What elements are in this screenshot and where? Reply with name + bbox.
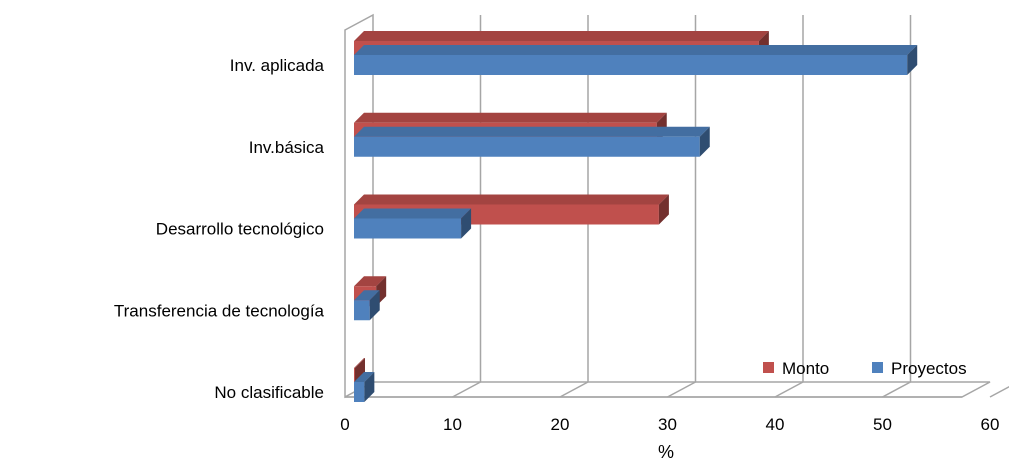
category-label-desarrollo-tecnologico: Desarrollo tecnológico bbox=[156, 220, 324, 239]
floor-gridline-10 bbox=[452, 381, 481, 398]
bar-front-face bbox=[354, 300, 370, 321]
gridlines bbox=[452, 15, 1009, 398]
bar-side-face bbox=[461, 208, 472, 239]
bar-top-face bbox=[354, 372, 375, 382]
x-axis-title: % bbox=[658, 442, 674, 462]
legend: Monto Proyectos bbox=[763, 359, 967, 378]
legend-label-monto: Monto bbox=[782, 359, 829, 378]
bar-side-face bbox=[364, 372, 375, 402]
bar-front-face bbox=[354, 218, 462, 239]
category-label-inv-aplicada: Inv. aplicada bbox=[230, 56, 325, 75]
bar-proyectos-desarrollo-tecnologico bbox=[354, 208, 472, 239]
x-tick-label: 50 bbox=[873, 415, 892, 434]
x-tick-label: 60 bbox=[981, 415, 1000, 434]
bar-top-face bbox=[354, 290, 380, 301]
bar-side-face bbox=[907, 45, 918, 75]
floor bbox=[344, 381, 991, 398]
legend-label-proyectos: Proyectos bbox=[891, 359, 967, 378]
category-labels: Inv. aplicada Inv.básica Desarrollo tecnol… bbox=[114, 56, 325, 402]
floor-gridline-60 bbox=[989, 385, 1009, 398]
bar-proyectos-inv-basica bbox=[354, 126, 710, 157]
floor-gridline-20 bbox=[559, 381, 589, 398]
legend-swatch-proyectos bbox=[872, 362, 883, 373]
bar-top-face bbox=[354, 208, 472, 219]
x-tick-labels: 0 10 20 30 40 50 60 bbox=[340, 415, 999, 434]
bar-proyectos-inv-aplicada bbox=[354, 45, 918, 75]
bar-proyectos-no-clasificable bbox=[354, 372, 375, 402]
bar-top-face bbox=[354, 45, 918, 55]
floor-gridline-40 bbox=[774, 381, 804, 398]
bar-side-face bbox=[369, 290, 380, 321]
x-tick-label: 0 bbox=[340, 415, 349, 434]
floor-gridline-50 bbox=[882, 381, 911, 398]
x-tick-label: 20 bbox=[551, 415, 570, 434]
category-label-no-clasificable: No clasificable bbox=[214, 383, 324, 402]
x-tick-label: 30 bbox=[658, 415, 677, 434]
bar-front-face bbox=[354, 136, 700, 157]
legend-swatch-monto bbox=[763, 362, 774, 373]
bars bbox=[354, 31, 918, 402]
category-label-inv-basica: Inv.básica bbox=[249, 138, 325, 157]
category-label-transferencia-de-tecnologia: Transferencia de tecnología bbox=[114, 301, 325, 320]
bar-side-face bbox=[658, 194, 669, 225]
bar-top-face bbox=[354, 194, 669, 205]
x-tick-label: 10 bbox=[443, 415, 462, 434]
bar-top-face bbox=[354, 31, 769, 41]
bar-front-face bbox=[354, 55, 908, 75]
floor-gridline-30 bbox=[667, 381, 696, 398]
bar-top-face bbox=[354, 112, 667, 123]
bar-top-face bbox=[354, 126, 710, 137]
bar-front-face bbox=[354, 368, 355, 388]
bar-top-face bbox=[354, 276, 387, 287]
bar-side-face bbox=[699, 126, 710, 157]
x-tick-label: 40 bbox=[766, 415, 785, 434]
bar-proyectos-transferencia-de-tecnologia bbox=[354, 290, 380, 321]
bar-top-face bbox=[354, 358, 365, 368]
bar-front-face bbox=[354, 382, 365, 402]
